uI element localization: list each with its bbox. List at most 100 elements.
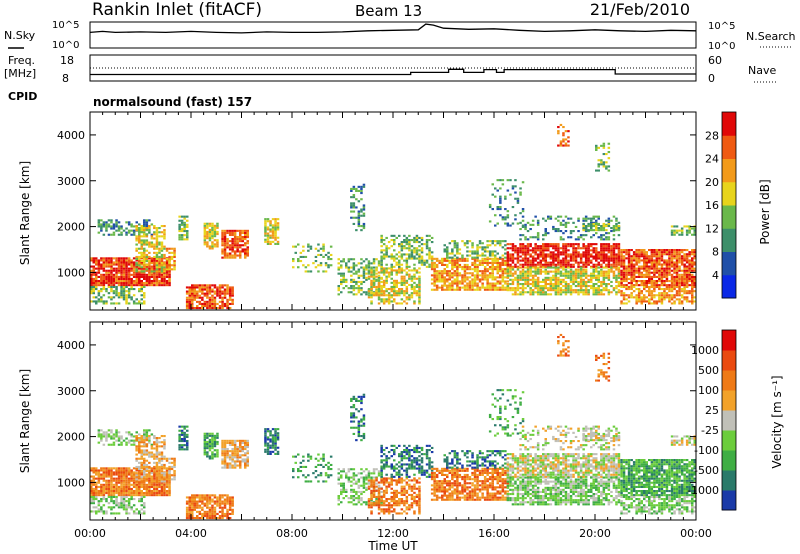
velocity-cell — [127, 471, 131, 474]
power-cell — [504, 286, 507, 289]
power-cell — [554, 278, 558, 281]
power-cell — [135, 237, 138, 240]
power-cell — [360, 185, 363, 188]
power-cell — [165, 266, 169, 269]
power-cell — [607, 257, 611, 260]
power-cell — [163, 282, 166, 285]
power-cell — [612, 253, 616, 256]
power-cell — [456, 261, 459, 264]
power-cell — [403, 292, 406, 295]
power-cell — [519, 293, 522, 296]
power-cell — [617, 274, 621, 277]
power-cell — [668, 251, 671, 254]
power-cell — [562, 253, 565, 256]
power-cell — [516, 261, 520, 264]
power-cell — [160, 231, 164, 234]
power-cell — [168, 264, 171, 267]
power-cell — [501, 261, 505, 264]
velocity-cell — [138, 483, 141, 486]
power-cell — [458, 263, 462, 266]
power-cell — [534, 247, 537, 250]
power-cell — [433, 257, 436, 260]
power-cell — [526, 253, 530, 256]
power-cell — [504, 288, 507, 291]
velocity-cell — [90, 487, 93, 490]
power-cell — [231, 231, 234, 234]
power-cell — [602, 272, 606, 275]
power-cell — [196, 292, 199, 295]
power-cell — [637, 275, 641, 278]
power-cell — [650, 257, 654, 260]
power-cell — [158, 241, 161, 244]
power-cell — [615, 255, 618, 258]
power-cell — [264, 234, 267, 237]
velocity-cell — [90, 490, 93, 493]
power-cell — [691, 285, 694, 288]
velocity-cell — [105, 510, 108, 513]
velocity-cell — [153, 469, 156, 472]
power-cell — [516, 222, 520, 225]
power-cell — [211, 288, 214, 291]
power-cell — [135, 235, 138, 238]
power-cell — [266, 226, 270, 229]
power-cell — [579, 287, 583, 290]
velocity-cell — [95, 487, 98, 490]
power-cell — [595, 251, 598, 254]
power-cell — [372, 258, 376, 261]
power-cell — [632, 277, 636, 280]
power-cell — [590, 280, 593, 283]
velocity-cell — [110, 506, 113, 509]
power-cell — [562, 144, 565, 147]
power-cell — [476, 266, 479, 269]
power-cell — [148, 269, 151, 272]
power-cell — [418, 283, 421, 286]
power-cell — [393, 241, 396, 244]
power-cell — [362, 274, 366, 277]
power-cell — [408, 241, 411, 244]
power-cell — [122, 273, 126, 276]
power-cell — [380, 261, 383, 264]
velocity-cell — [110, 437, 113, 440]
power-cell — [246, 250, 249, 253]
power-cell — [418, 302, 421, 305]
power-cell — [433, 278, 436, 281]
power-cell — [226, 229, 229, 232]
power-cell — [97, 290, 101, 293]
power-cell — [627, 259, 631, 262]
power-cell — [552, 259, 555, 262]
power-cell — [643, 300, 646, 303]
power-cell — [577, 276, 580, 279]
power-cell — [236, 246, 239, 249]
power-cell — [471, 282, 474, 285]
power-cell — [198, 307, 202, 310]
power-cell — [655, 259, 659, 262]
power-cell — [216, 292, 219, 295]
power-cell — [350, 285, 353, 288]
power-cell — [405, 271, 409, 274]
power-cell — [521, 285, 525, 288]
power-cell — [607, 259, 611, 262]
power-cell — [466, 276, 469, 279]
power-cell — [132, 271, 136, 274]
velocity-cell — [145, 483, 149, 486]
power-cell — [352, 187, 356, 190]
power-cell — [496, 266, 499, 269]
velocity-cell — [150, 481, 154, 484]
velocity-cell — [112, 435, 116, 438]
velocity-cell — [97, 473, 101, 476]
power-cell — [539, 259, 542, 262]
power-cell — [390, 234, 393, 237]
power-cell — [352, 293, 356, 296]
power-cell — [269, 224, 272, 227]
power-cell — [622, 292, 626, 295]
power-cell — [322, 247, 325, 250]
power-cell — [451, 248, 454, 251]
power-cell — [549, 251, 553, 254]
power-cell — [135, 262, 138, 265]
power-cell — [148, 219, 151, 222]
power-cell — [514, 197, 517, 200]
power-cell — [185, 300, 189, 303]
power-cell — [163, 270, 166, 273]
velocity-cell — [135, 469, 138, 472]
